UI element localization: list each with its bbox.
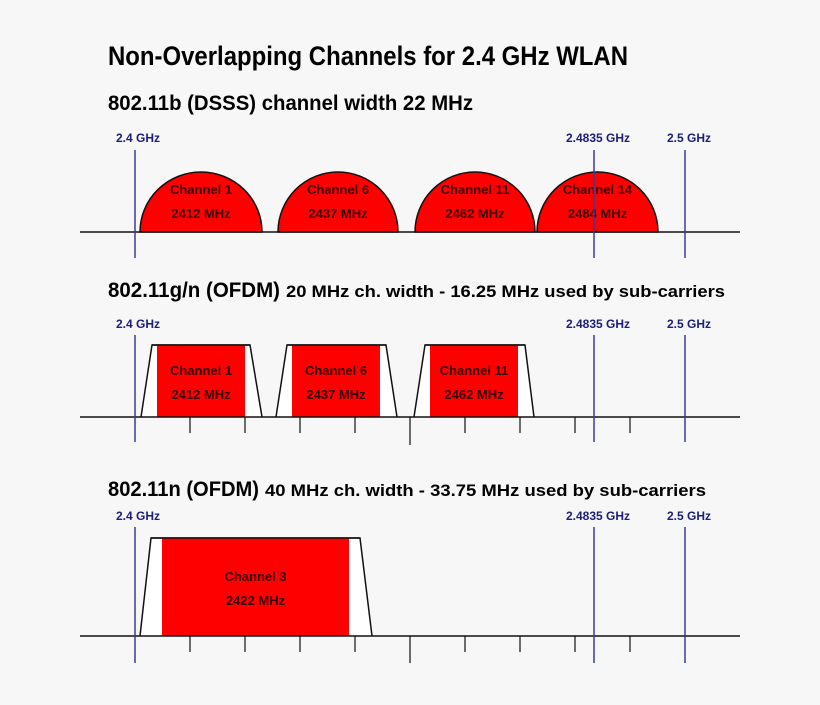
channel-frequency: 2412 MHz	[171, 387, 231, 402]
section-1: 802.11b (DSSS) channel width 22 MHz Chann…	[80, 92, 740, 258]
channel-channel-1: Channel 1 2412 MHz	[140, 344, 263, 418]
channel-name: Channel 11	[441, 182, 510, 197]
channel-channel-1: Channel 1 2412 MHz	[139, 171, 263, 233]
channel-name: Channel 6	[307, 182, 369, 197]
channel-name: Channel 1	[170, 182, 232, 197]
channel-name: Channel 3	[224, 569, 286, 584]
channel-frequency: 2412 MHz	[171, 206, 231, 221]
channel-channel-6: Channel 6 2437 MHz	[277, 171, 399, 233]
channel-name: Channel 14	[563, 182, 633, 197]
channel-frequency: 2462 MHz	[445, 206, 505, 221]
frequency-marker-label: 2.4835 GHz	[566, 509, 630, 523]
section-heading: 802.11n (OFDM)	[108, 478, 259, 501]
channel-spectrum-shape	[139, 171, 263, 233]
section-3: 802.11n (OFDM) 40 MHz ch. width - 33.75 M…	[80, 478, 740, 663]
frequency-marker-label: 2.4835 GHz	[566, 317, 630, 331]
channel-spectrum-shape	[536, 171, 659, 233]
section-heading-detail: 40 MHz ch. width - 33.75 MHz used by sub…	[265, 481, 706, 500]
frequency-marker-label: 2.5 GHz	[667, 317, 711, 331]
frequency-marker-label: 2.4 GHz	[116, 317, 160, 331]
channel-frequency: 2422 MHz	[226, 593, 286, 608]
frequency-marker-label: 2.5 GHz	[667, 509, 711, 523]
section-heading: 802.11g/n (OFDM)	[108, 279, 280, 302]
channel-frequency: 2437 MHz	[308, 206, 368, 221]
channel-name: Channel 11	[440, 363, 509, 378]
frequency-marker-label: 2.4 GHz	[116, 509, 160, 523]
section-2: 802.11g/n (OFDM) 20 MHz ch. width - 16.25…	[80, 279, 740, 445]
frequency-marker-label: 2.4835 GHz	[566, 131, 630, 145]
channel-spectrum-shape	[277, 171, 399, 233]
sub-carrier-block	[430, 345, 518, 417]
channel-channel-11: Channel 11 2462 MHz	[414, 171, 536, 233]
sub-carrier-block	[157, 345, 245, 417]
channel-channel-3: Channel 3 2422 MHz	[139, 537, 373, 637]
channel-frequency: 2484 MHz	[568, 206, 628, 221]
sub-carrier-block	[292, 345, 380, 417]
channel-name: Channel 6	[305, 363, 367, 378]
channel-channel-11: Channel 11 2462 MHz	[413, 344, 535, 418]
diagram-title: Non-Overlapping Channels for 2.4 GHz WLA…	[108, 41, 628, 71]
section-heading: 802.11b (DSSS) channel width 22 MHz	[108, 92, 473, 115]
sub-carrier-block	[162, 538, 349, 636]
channel-spectrum-shape	[414, 171, 536, 233]
frequency-marker-label: 2.5 GHz	[667, 131, 711, 145]
channel-channel-14: Channel 14 2484 MHz	[536, 171, 659, 233]
frequency-marker-label: 2.4 GHz	[116, 131, 160, 145]
channel-frequency: 2462 MHz	[444, 387, 504, 402]
section-heading-detail: 20 MHz ch. width - 16.25 MHz used by sub…	[286, 282, 725, 301]
channel-name: Channel 1	[170, 363, 232, 378]
channel-frequency: 2437 MHz	[306, 387, 366, 402]
channel-channel-6: Channel 6 2437 MHz	[275, 344, 398, 418]
